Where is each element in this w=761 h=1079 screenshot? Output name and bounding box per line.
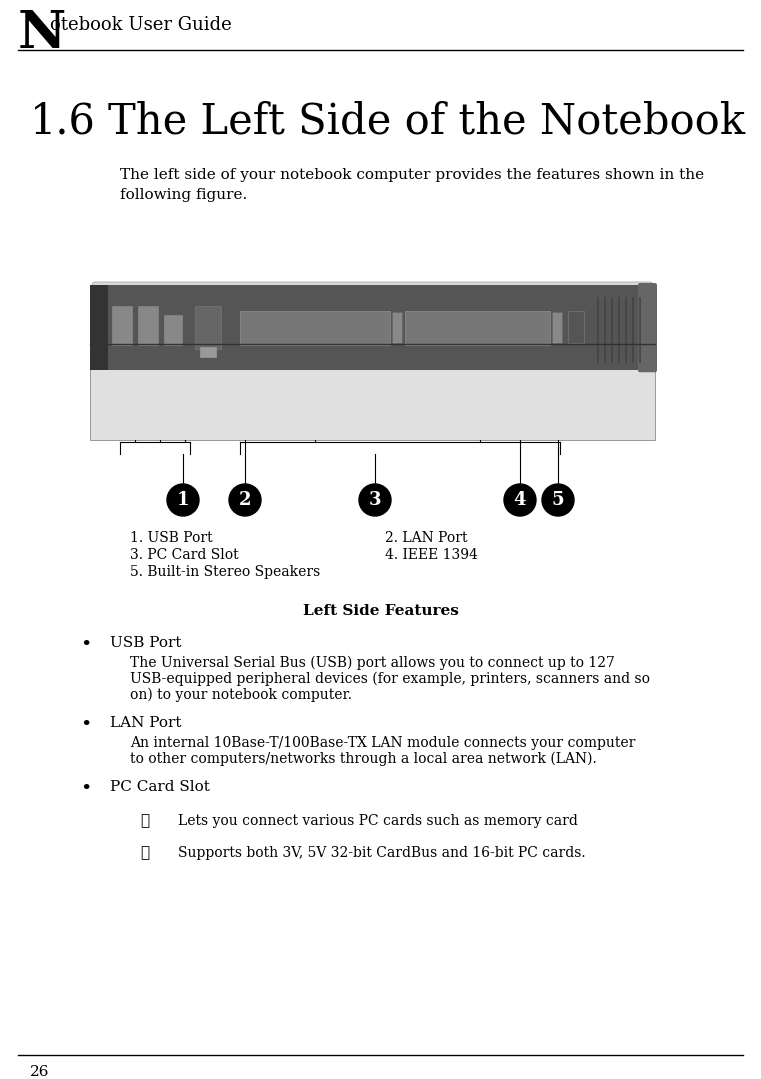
Circle shape	[359, 484, 391, 516]
Text: ➜: ➜	[140, 814, 149, 828]
Bar	[568, 311, 584, 343]
Text: Lets you connect various PC cards such as memory card: Lets you connect various PC cards such a…	[178, 814, 578, 828]
Text: The Universal Serial Bus (USB) port allows you to connect up to 127: The Universal Serial Bus (USB) port allo…	[130, 656, 615, 670]
Text: 2: 2	[239, 491, 251, 509]
Text: LAN Port: LAN Port	[110, 716, 182, 730]
Circle shape	[229, 484, 261, 516]
Bar	[90, 285, 108, 370]
Text: Left Side Features: Left Side Features	[303, 604, 459, 618]
Text: 4: 4	[514, 491, 527, 509]
Text: •: •	[80, 716, 91, 734]
Bar	[392, 312, 402, 343]
Bar	[138, 306, 158, 344]
Text: 3. PC Card Slot: 3. PC Card Slot	[130, 548, 239, 562]
Text: on) to your notebook computer.: on) to your notebook computer.	[130, 688, 352, 702]
Text: An internal 10Base-T/100Base-TX LAN module connects your computer: An internal 10Base-T/100Base-TX LAN modu…	[130, 736, 635, 750]
FancyBboxPatch shape	[92, 282, 653, 347]
Text: 1: 1	[177, 491, 189, 509]
Text: 3: 3	[369, 491, 381, 509]
Text: following figure.: following figure.	[120, 188, 247, 202]
Text: to other computers/networks through a local area network (LAN).: to other computers/networks through a lo…	[130, 752, 597, 766]
Text: USB-equipped peripheral devices (for example, printers, scanners and so: USB-equipped peripheral devices (for exa…	[130, 672, 650, 686]
Bar	[164, 315, 182, 344]
Circle shape	[504, 484, 536, 516]
Text: 1.6: 1.6	[30, 100, 96, 142]
Circle shape	[542, 484, 574, 516]
Text: 5: 5	[552, 491, 565, 509]
Text: N: N	[18, 8, 66, 59]
Bar	[200, 347, 216, 357]
Bar	[90, 285, 655, 440]
Circle shape	[167, 484, 199, 516]
Text: 4. IEEE 1394: 4. IEEE 1394	[385, 548, 478, 562]
Text: 5. Built-in Stereo Speakers: 5. Built-in Stereo Speakers	[130, 565, 320, 579]
Bar	[552, 312, 562, 343]
Text: USB Port: USB Port	[110, 636, 182, 650]
Bar	[112, 306, 132, 344]
Text: The Left Side of the Notebook: The Left Side of the Notebook	[108, 100, 745, 142]
Text: PC Card Slot: PC Card Slot	[110, 780, 210, 794]
Bar	[240, 311, 390, 344]
FancyBboxPatch shape	[638, 283, 657, 372]
Text: Supports both 3V, 5V 32-bit CardBus and 16-bit PC cards.: Supports both 3V, 5V 32-bit CardBus and …	[178, 846, 586, 860]
Bar	[90, 285, 655, 370]
Text: 1. USB Port: 1. USB Port	[130, 531, 212, 545]
Text: •: •	[80, 780, 91, 798]
Text: ➜: ➜	[140, 846, 149, 860]
Text: 26: 26	[30, 1065, 49, 1079]
Text: The left side of your notebook computer provides the features shown in the: The left side of your notebook computer …	[120, 168, 704, 182]
Bar	[405, 311, 550, 344]
Text: otebook User Guide: otebook User Guide	[50, 16, 232, 35]
Bar	[195, 306, 221, 349]
Text: 2. LAN Port: 2. LAN Port	[385, 531, 467, 545]
Text: •: •	[80, 636, 91, 654]
